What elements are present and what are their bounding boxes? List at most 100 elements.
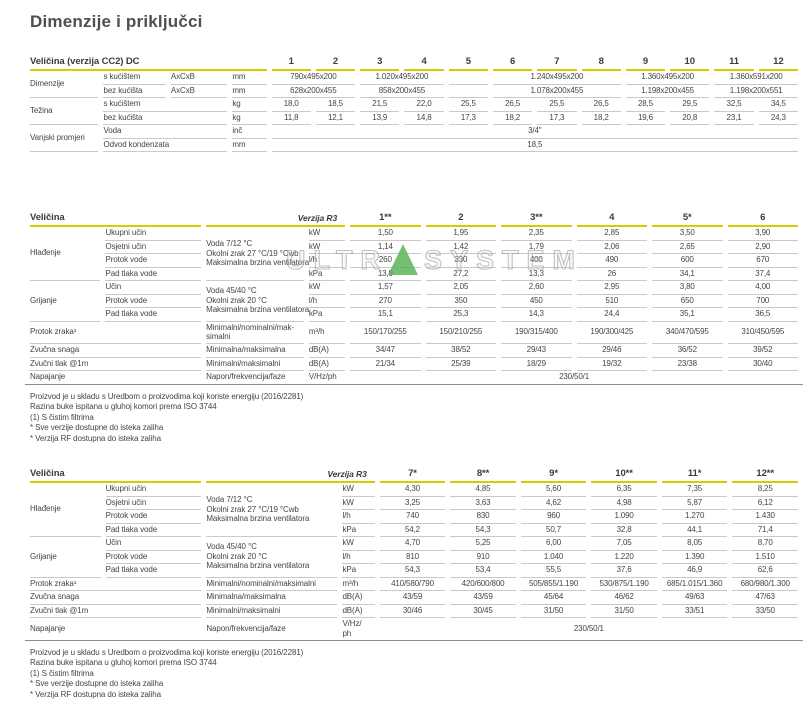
value-cell: 4,98 <box>591 497 657 510</box>
row-group-label: Vanjski promjeri <box>30 125 99 152</box>
unit-label: dB(A) <box>342 591 375 605</box>
value-cell: 18,5 <box>315 98 356 112</box>
value-cell: 21,5 <box>360 98 400 112</box>
footnote-line: * Sve verzije dostupne do isteka zaliha <box>30 423 164 432</box>
value-cell: 13,3 <box>501 268 572 281</box>
value-cell: 530/875/1.190 <box>591 578 657 591</box>
value-cell: 400 <box>501 254 572 268</box>
row-label: Zvučna snaga <box>30 591 202 605</box>
value-cell: 23/38 <box>652 358 723 371</box>
row-label: Protok vode <box>105 551 202 564</box>
value-cell: 330 <box>425 254 497 268</box>
value-cell: 4,00 <box>727 281 798 295</box>
value-cell: 18,2 <box>492 112 533 125</box>
value-cell: 5,25 <box>450 537 516 551</box>
row-label: Osjetni učin <box>105 241 202 254</box>
value-cell: 340/470/595 <box>652 322 723 344</box>
condition-label: Voda 45/40 °C Okolni zrak 20 °C Maksimal… <box>206 537 338 578</box>
value-cell: 670 <box>727 254 798 268</box>
row-group-label: Težina <box>30 98 99 125</box>
size-column-header: 10** <box>591 468 657 483</box>
unit-label: l/h <box>342 510 375 524</box>
value-cell: 1,95 <box>425 227 497 241</box>
value-cell: 790x495x200 <box>271 71 356 85</box>
value-cell: 8,25 <box>732 483 798 497</box>
value-cell: 31/50 <box>520 605 587 618</box>
table-row: Napajanje Napon/frekvencija/faze V/Hz/ph 23… <box>30 371 798 384</box>
value-cell: 7,05 <box>591 537 657 551</box>
performance-section-sizes-1-6: Veličina Verzija R3 1** 2 3** 4 5* 6 Hlađenje Uku… <box>25 212 805 444</box>
row-label: Napajanje <box>30 623 66 633</box>
condition-label: Voda 7/12 °C Okolni zrak 27 °C/19 °Cwb M… <box>206 227 309 281</box>
value-cell: 71,4 <box>732 524 798 537</box>
size-column-header: 2 <box>425 212 497 227</box>
unit-label: dB(A) <box>308 358 346 371</box>
footnote-line: Proizvod je u skladu s Uredbom o proizvo… <box>30 647 304 657</box>
value-cell: 37,4 <box>727 268 798 281</box>
value-cell: 25/39 <box>425 358 497 371</box>
value-cell: 2,06 <box>576 241 648 254</box>
row-label: AxCxB <box>170 85 228 98</box>
value-cell: 3,63 <box>450 497 516 510</box>
row-label: Osjetni učin <box>105 497 202 510</box>
size-column-header: 10 <box>670 56 710 71</box>
unit-label: kPa <box>308 308 346 322</box>
value-cell: 628x200x455 <box>271 85 356 98</box>
row-label: Odvod kondenzata <box>103 139 228 152</box>
value-cell: 2,05 <box>425 281 497 295</box>
value-cell: 25,5 <box>448 98 488 112</box>
unit-label: V/Hz/ ph <box>342 619 362 638</box>
value-cell: 4,30 <box>379 483 446 497</box>
value-cell: 19,6 <box>625 112 666 125</box>
value-cell: 2,95 <box>576 281 648 295</box>
value-cell: 14,8 <box>404 112 444 125</box>
value-cell: 1.390 <box>661 551 728 564</box>
size-column-header: 6 <box>492 56 533 71</box>
value-cell: 1.078x200x455 <box>492 85 621 98</box>
table-row: bez kućišta kg 11,8 12,1 13,9 14,8 17,3 18,2 17,… <box>30 112 798 125</box>
condition-label: Minimalni/maksimalni <box>206 605 338 618</box>
value-cell: 600 <box>652 254 723 268</box>
performance-table-sizes-7-12: Veličina Verzija R3 7* 8** 9* 10** 11* 12** Hlađ… <box>25 468 803 641</box>
row-label: Zvučni tlak @1m <box>30 358 202 371</box>
row-label: Zvučna snaga <box>30 344 202 358</box>
value-cell: 36/52 <box>652 344 723 358</box>
footnotes-block-1: Proizvod je u skladu s Uredbom o proizvo… <box>30 392 805 445</box>
unit-label: kW <box>342 537 375 551</box>
value-cell: 38/52 <box>425 344 497 358</box>
table-row: Zvučna snaga Minimalna/maksimalna dB(A) 34/… <box>30 344 798 358</box>
unit-label: kg <box>232 98 267 112</box>
row-label: Protok vode <box>105 295 202 308</box>
size-column-header: 9 <box>625 56 666 71</box>
size-column-header: 7* <box>379 468 446 483</box>
version-header: Verzija R3 <box>206 468 375 483</box>
value-cell: 18,2 <box>581 112 621 125</box>
table-row: Protok vode l/h 740 830 960 1.090 1.270 1.430 <box>30 510 798 524</box>
value-cell: 14,3 <box>501 308 572 322</box>
condition-label: Minimalni/nominalni/mak- simalni <box>206 322 304 344</box>
condition-label: Voda 7/12 °C Okolni zrak 27 °C/19 °Cwb M… <box>206 483 338 537</box>
value-cell: 26 <box>576 268 648 281</box>
value-cell: 3/4" <box>271 125 798 139</box>
table-title: Veličina <box>30 212 202 227</box>
value-cell: 39/52 <box>727 344 798 358</box>
page-title: Dimenzije i priključci <box>30 12 203 31</box>
unit-label: kPa <box>342 564 375 578</box>
size-column-header: 4 <box>404 56 444 71</box>
table-row: Odvod kondenzata mm 18,5 <box>30 139 798 152</box>
row-label: Zvučni tlak @1m <box>30 605 202 618</box>
value-cell: 960 <box>520 510 587 524</box>
value-cell: 21/34 <box>350 358 421 371</box>
value-cell: 3,25 <box>379 497 446 510</box>
value-cell: 29/43 <box>501 344 572 358</box>
size-column-header: 3 <box>360 56 400 71</box>
value-cell: 18/29 <box>501 358 572 371</box>
table-row: Pad tlaka vode kPa 54,3 53,4 55,5 37,6 46,9 62,… <box>30 564 798 578</box>
value-cell: 54,3 <box>450 524 516 537</box>
row-label: Protok vode <box>105 254 202 268</box>
value-cell: 1.220 <box>591 551 657 564</box>
table-header-row: Veličina Verzija R3 7* 8** 9* 10** 11* 12** <box>30 468 798 483</box>
value-cell: 1.430 <box>732 510 798 524</box>
value-cell: 24,4 <box>576 308 648 322</box>
condition-label: Minimalni/maksimalni <box>206 358 304 371</box>
